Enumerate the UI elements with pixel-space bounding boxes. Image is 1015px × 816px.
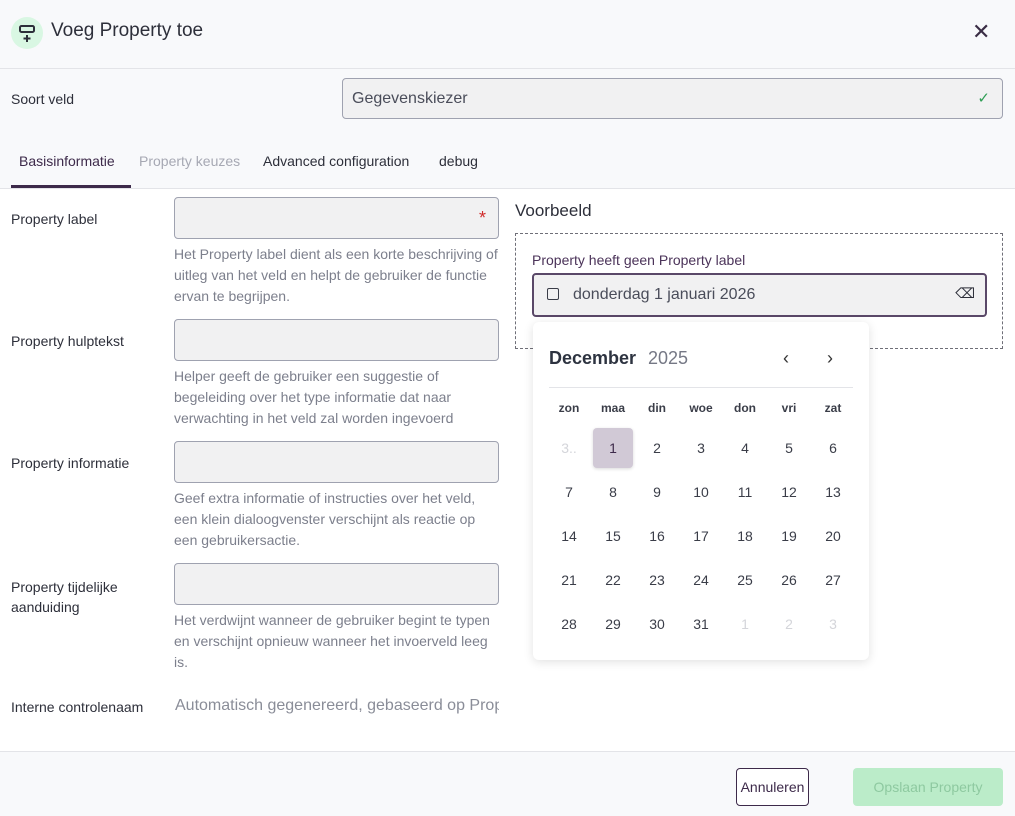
calendar-day[interactable]: 20 (825, 528, 841, 544)
property-helptext-input[interactable] (174, 319, 499, 361)
weekday-header: zat (824, 401, 842, 415)
calendar-day[interactable]: 26 (781, 572, 797, 588)
calendar-month[interactable]: December (549, 348, 637, 368)
internal-name-input[interactable]: Automatisch gegenereerd, gebaseerd op Pr… (175, 697, 499, 714)
calendar-day[interactable]: 5 (785, 440, 793, 456)
calendar-day[interactable]: 21 (561, 572, 577, 588)
calendar-year[interactable]: 2025 (648, 348, 689, 368)
calendar-divider (549, 387, 853, 388)
property-info-input[interactable] (174, 441, 499, 483)
weekday-header: maa (600, 401, 626, 415)
date-picker-input[interactable]: donderdag 1 januari 2026 ⌫ (532, 273, 987, 317)
calendar-day[interactable]: 17 (693, 528, 709, 544)
cancel-button[interactable]: Annuleren (736, 768, 809, 806)
calendar-day[interactable]: 19 (781, 528, 797, 544)
property-info-label: Property informatie (11, 455, 130, 471)
calendar-popup: December 2025 ‹ › zon maa din woe don vri zat 3… (533, 322, 869, 660)
calendar-day[interactable]: 25 (737, 572, 753, 588)
next-month-icon[interactable]: › (827, 348, 833, 368)
internal-name-label: Interne controlenaam (11, 699, 144, 715)
calendar-day-selected[interactable]: 1 (593, 428, 633, 468)
clear-icon[interactable]: ⌫ (955, 285, 975, 301)
calendar-day[interactable]: 11 (737, 484, 753, 500)
calendar-day[interactable]: 2 (653, 440, 661, 456)
weekday-header: zon (558, 401, 580, 415)
field-type-value: Gegevenskiezer (352, 90, 468, 107)
property-label-input[interactable]: * (174, 197, 499, 239)
calendar-day-outside[interactable]: 3.. (561, 440, 577, 456)
tab-advanced-configuration[interactable]: Advanced configuration (263, 153, 410, 169)
calendar-day[interactable]: 22 (605, 572, 621, 588)
calendar-day[interactable]: 10 (693, 484, 709, 500)
calendar-day-outside[interactable]: 3 (829, 616, 837, 632)
add-field-icon (11, 17, 43, 49)
property-placeholder-input[interactable] (174, 563, 499, 605)
calendar-icon (547, 288, 559, 300)
field-type-label: Soort veld (11, 91, 75, 107)
tab-debug[interactable]: debug (439, 153, 478, 169)
close-icon[interactable]: ✕ (972, 19, 991, 44)
check-icon: ✓ (977, 90, 990, 107)
preview-title: Voorbeeld (515, 201, 592, 220)
prev-month-icon[interactable]: ‹ (783, 348, 789, 368)
tab-property-keuzes[interactable]: Property keuzes (139, 153, 241, 169)
required-icon: * (478, 208, 486, 228)
calendar-day[interactable]: 16 (649, 528, 665, 544)
weekday-header: don (734, 401, 756, 415)
dialog-footer (0, 751, 1015, 816)
property-label-help: Het Property label dient als een korte b… (174, 246, 498, 304)
calendar-day[interactable]: 14 (561, 528, 577, 544)
calendar-day[interactable]: 4 (741, 440, 749, 456)
calendar-day[interactable]: 3 (697, 440, 705, 456)
active-tab-indicator (11, 185, 131, 188)
dialog-header (0, 0, 1015, 69)
property-info-help: Geef extra informatie of instructies ove… (174, 490, 476, 548)
preview-field-label: Property heeft geen Property label (532, 252, 746, 268)
calendar-day[interactable]: 8 (609, 484, 617, 500)
calendar-day[interactable]: 9 (653, 484, 661, 500)
calendar-day[interactable]: 27 (825, 572, 841, 588)
calendar-day[interactable]: 13 (825, 484, 841, 500)
dialog-title: Voeg Property toe (51, 20, 204, 41)
calendar-day[interactable]: 23 (649, 572, 665, 588)
property-label-label: Property label (11, 211, 98, 227)
calendar-day-outside[interactable]: 2 (785, 616, 793, 632)
calendar-day[interactable]: 29 (605, 616, 621, 632)
calendar-day[interactable]: 7 (565, 484, 573, 500)
calendar-day[interactable]: 28 (561, 616, 577, 632)
tab-basisinformatie[interactable]: Basisinformatie (19, 153, 115, 169)
weekday-header: woe (689, 401, 713, 415)
calendar-day[interactable]: 18 (737, 528, 753, 544)
field-type-select[interactable]: Gegevenskiezer ✓ (342, 78, 1003, 119)
date-value: donderdag 1 januari 2026 (573, 286, 756, 303)
property-helptext-help: Helper geeft de gebruiker een suggestie … (174, 368, 454, 426)
calendar-day[interactable]: 31 (693, 616, 709, 632)
property-helptext-label: Property hulptekst (11, 333, 124, 349)
save-button[interactable]: Opslaan Property (853, 768, 1003, 806)
calendar-day[interactable]: 24 (693, 572, 709, 588)
property-placeholder-label: Property tijdelijke aanduiding (11, 579, 118, 615)
calendar-day[interactable]: 30 (649, 616, 665, 632)
calendar-day-outside[interactable]: 1 (741, 616, 749, 632)
property-placeholder-help: Het verdwijnt wanneer de gebruiker begin… (174, 612, 490, 670)
calendar-day[interactable]: 15 (605, 528, 621, 544)
calendar-day[interactable]: 12 (781, 484, 797, 500)
weekday-header: din (648, 401, 666, 415)
calendar-day[interactable]: 6 (829, 440, 837, 456)
weekday-header: vri (781, 401, 797, 415)
